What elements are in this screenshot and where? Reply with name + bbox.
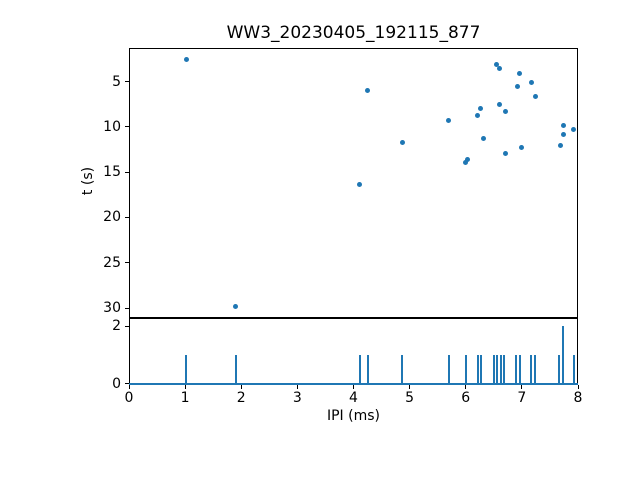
scatter-point bbox=[571, 127, 576, 133]
scatter-point bbox=[560, 123, 566, 129]
scatter-point bbox=[516, 70, 522, 76]
scatter-point bbox=[497, 101, 503, 107]
x-tick-label: 8 bbox=[573, 390, 583, 406]
histogram-spike bbox=[492, 355, 495, 384]
scatter-point bbox=[480, 136, 486, 142]
histogram-spike bbox=[515, 355, 518, 384]
x-tick-mark bbox=[184, 385, 186, 389]
histogram-spike bbox=[499, 355, 502, 384]
y-tick-label: 0 bbox=[112, 375, 121, 392]
histogram-baseline bbox=[129, 382, 578, 385]
x-tick-label: 5 bbox=[405, 390, 415, 406]
y-tick-label: 15 bbox=[103, 164, 121, 181]
scatter-point bbox=[365, 88, 371, 94]
x-tick-label: 1 bbox=[180, 390, 190, 406]
scatter-point bbox=[528, 79, 534, 85]
x-tick-label: 4 bbox=[349, 390, 358, 406]
histogram-spike bbox=[530, 355, 533, 384]
x-tick-mark bbox=[353, 385, 354, 389]
scatter-point bbox=[464, 156, 470, 162]
histogram-spike bbox=[366, 355, 369, 384]
plot-title: WW3_20230405_192115_877 bbox=[226, 23, 481, 43]
y-tick-label: 30 bbox=[103, 300, 121, 317]
x-tick-label: 6 bbox=[461, 390, 471, 406]
x-tick-mark bbox=[465, 385, 467, 389]
scatter-point bbox=[399, 139, 405, 145]
histogram-spike bbox=[464, 355, 467, 384]
y-tick-label: 5 bbox=[112, 73, 121, 90]
histogram-spike bbox=[572, 355, 575, 384]
y-tick-mark bbox=[125, 216, 129, 218]
x-tick-mark bbox=[240, 385, 242, 389]
x-tick-label: 2 bbox=[236, 390, 246, 406]
x-tick-label: 3 bbox=[292, 390, 302, 406]
histogram-spike bbox=[533, 355, 536, 384]
scatter-point bbox=[475, 113, 481, 119]
y-tick-mark bbox=[125, 126, 129, 128]
scatter-point bbox=[503, 150, 509, 156]
scatter-point bbox=[357, 182, 363, 188]
scatter-point bbox=[514, 84, 520, 90]
scatter-point bbox=[494, 61, 500, 67]
scatter-point bbox=[463, 159, 469, 165]
y-tick-mark bbox=[125, 262, 129, 264]
histogram-spike bbox=[185, 355, 188, 384]
histogram-spike bbox=[558, 355, 561, 384]
scatter-point bbox=[518, 145, 524, 151]
scatter-point bbox=[557, 143, 563, 149]
y-tick-mark bbox=[125, 383, 129, 385]
scatter-point bbox=[561, 132, 567, 138]
scatter-point bbox=[183, 57, 189, 63]
histogram-spike bbox=[518, 355, 521, 384]
histogram-spike bbox=[562, 326, 565, 384]
histogram-spike bbox=[358, 355, 361, 384]
y-tick-mark bbox=[125, 325, 129, 327]
scatter-point bbox=[477, 106, 483, 112]
x-tick-mark bbox=[577, 385, 579, 389]
histogram-spike bbox=[496, 355, 499, 384]
histogram-spike bbox=[447, 355, 450, 384]
histogram-spike bbox=[479, 355, 482, 384]
x-axis-label: IPI (ms) bbox=[326, 408, 380, 424]
scatter-point bbox=[496, 66, 502, 72]
histogram-spike bbox=[476, 355, 479, 384]
x-tick-label: 7 bbox=[517, 390, 527, 406]
histogram-plot-area bbox=[129, 318, 578, 385]
y-tick-label: 2 bbox=[112, 318, 121, 335]
y-tick-mark bbox=[125, 171, 129, 173]
scatter-point bbox=[532, 94, 538, 100]
y-tick-mark bbox=[125, 307, 129, 309]
histogram-spike bbox=[234, 355, 237, 384]
scatter-plot-area bbox=[129, 48, 578, 318]
y-tick-label: 20 bbox=[103, 209, 121, 226]
x-tick-label: 0 bbox=[124, 390, 134, 406]
x-tick-mark bbox=[521, 385, 523, 389]
scatter-point bbox=[446, 117, 452, 123]
y-tick-label: 10 bbox=[103, 118, 121, 135]
x-tick-mark bbox=[409, 385, 411, 389]
histogram-spike bbox=[502, 355, 505, 384]
scatter-point bbox=[502, 108, 508, 114]
histogram-spike bbox=[401, 355, 404, 384]
y-tick-label: 25 bbox=[103, 254, 121, 271]
y-tick-mark bbox=[125, 81, 129, 83]
scatter-point bbox=[233, 303, 239, 309]
x-tick-mark bbox=[296, 385, 298, 389]
x-tick-mark bbox=[128, 385, 130, 389]
